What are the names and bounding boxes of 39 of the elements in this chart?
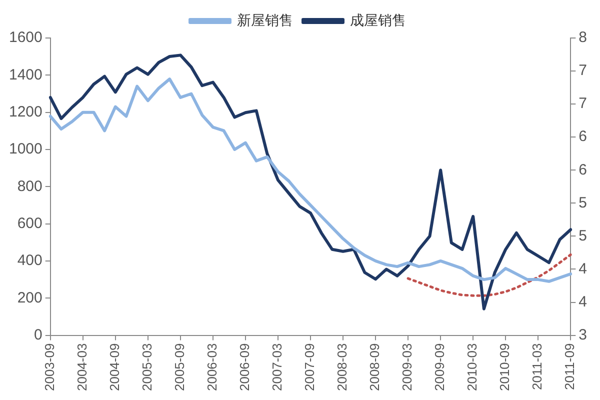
x-tick-label: 2003-09 (42, 343, 57, 392)
x-tick-label: 2011-09 (562, 343, 578, 390)
legend-label: 新屋销售 (237, 12, 293, 28)
x-tick-label: 2009-03 (400, 343, 415, 392)
line-series (406, 253, 572, 297)
x-tick-label: 2006-03 (204, 343, 220, 392)
y2-tick-label: 4 (578, 260, 587, 278)
x-tick-label: 2008-03 (334, 343, 350, 392)
x-tick-label: 2010-09 (497, 343, 512, 392)
y-tick-label: 1200 (8, 103, 42, 120)
y2-tick-label: 5 (578, 194, 587, 212)
y2-tick-label: 5 (578, 227, 587, 244)
y-tick-label: 600 (17, 214, 42, 232)
legend-label: 成屋销售 (350, 12, 406, 28)
y2-tick-label: 6 (578, 128, 587, 146)
x-tick-label: 2007-03 (270, 343, 285, 392)
y2-tick-label: 7 (578, 62, 587, 80)
y-tick-label: 1000 (8, 140, 42, 158)
x-tick-label: 2006-09 (237, 343, 252, 392)
x-tick-label: 2010-03 (464, 343, 480, 392)
y2-tick-label: 6 (578, 161, 587, 178)
y-tick-label: 1600 (8, 29, 42, 46)
x-tick-label: 2007-09 (302, 343, 318, 392)
y2-tick-label: 8 (578, 29, 587, 46)
y-tick-label: 1400 (8, 66, 42, 84)
x-tick-label: 2005-03 (140, 343, 154, 392)
y-tick-label: 400 (17, 252, 42, 270)
x-tick-label: 2004-09 (106, 343, 122, 392)
y-tick-label: 800 (17, 178, 42, 195)
y-tick-label: 0 (34, 326, 42, 344)
x-tick-label: 2009-09 (432, 343, 448, 392)
y2-tick-label: 4 (578, 293, 587, 310)
x-tick-label: 2011-03 (530, 343, 545, 390)
y2-tick-label: 7 (578, 95, 587, 112)
y-tick-label: 200 (17, 289, 42, 306)
x-tick-label: 2005-09 (172, 343, 188, 392)
y2-tick-label: 3 (578, 326, 587, 344)
x-tick-label: 2004-03 (74, 343, 90, 392)
x-tick-label: 2008-09 (367, 343, 382, 392)
